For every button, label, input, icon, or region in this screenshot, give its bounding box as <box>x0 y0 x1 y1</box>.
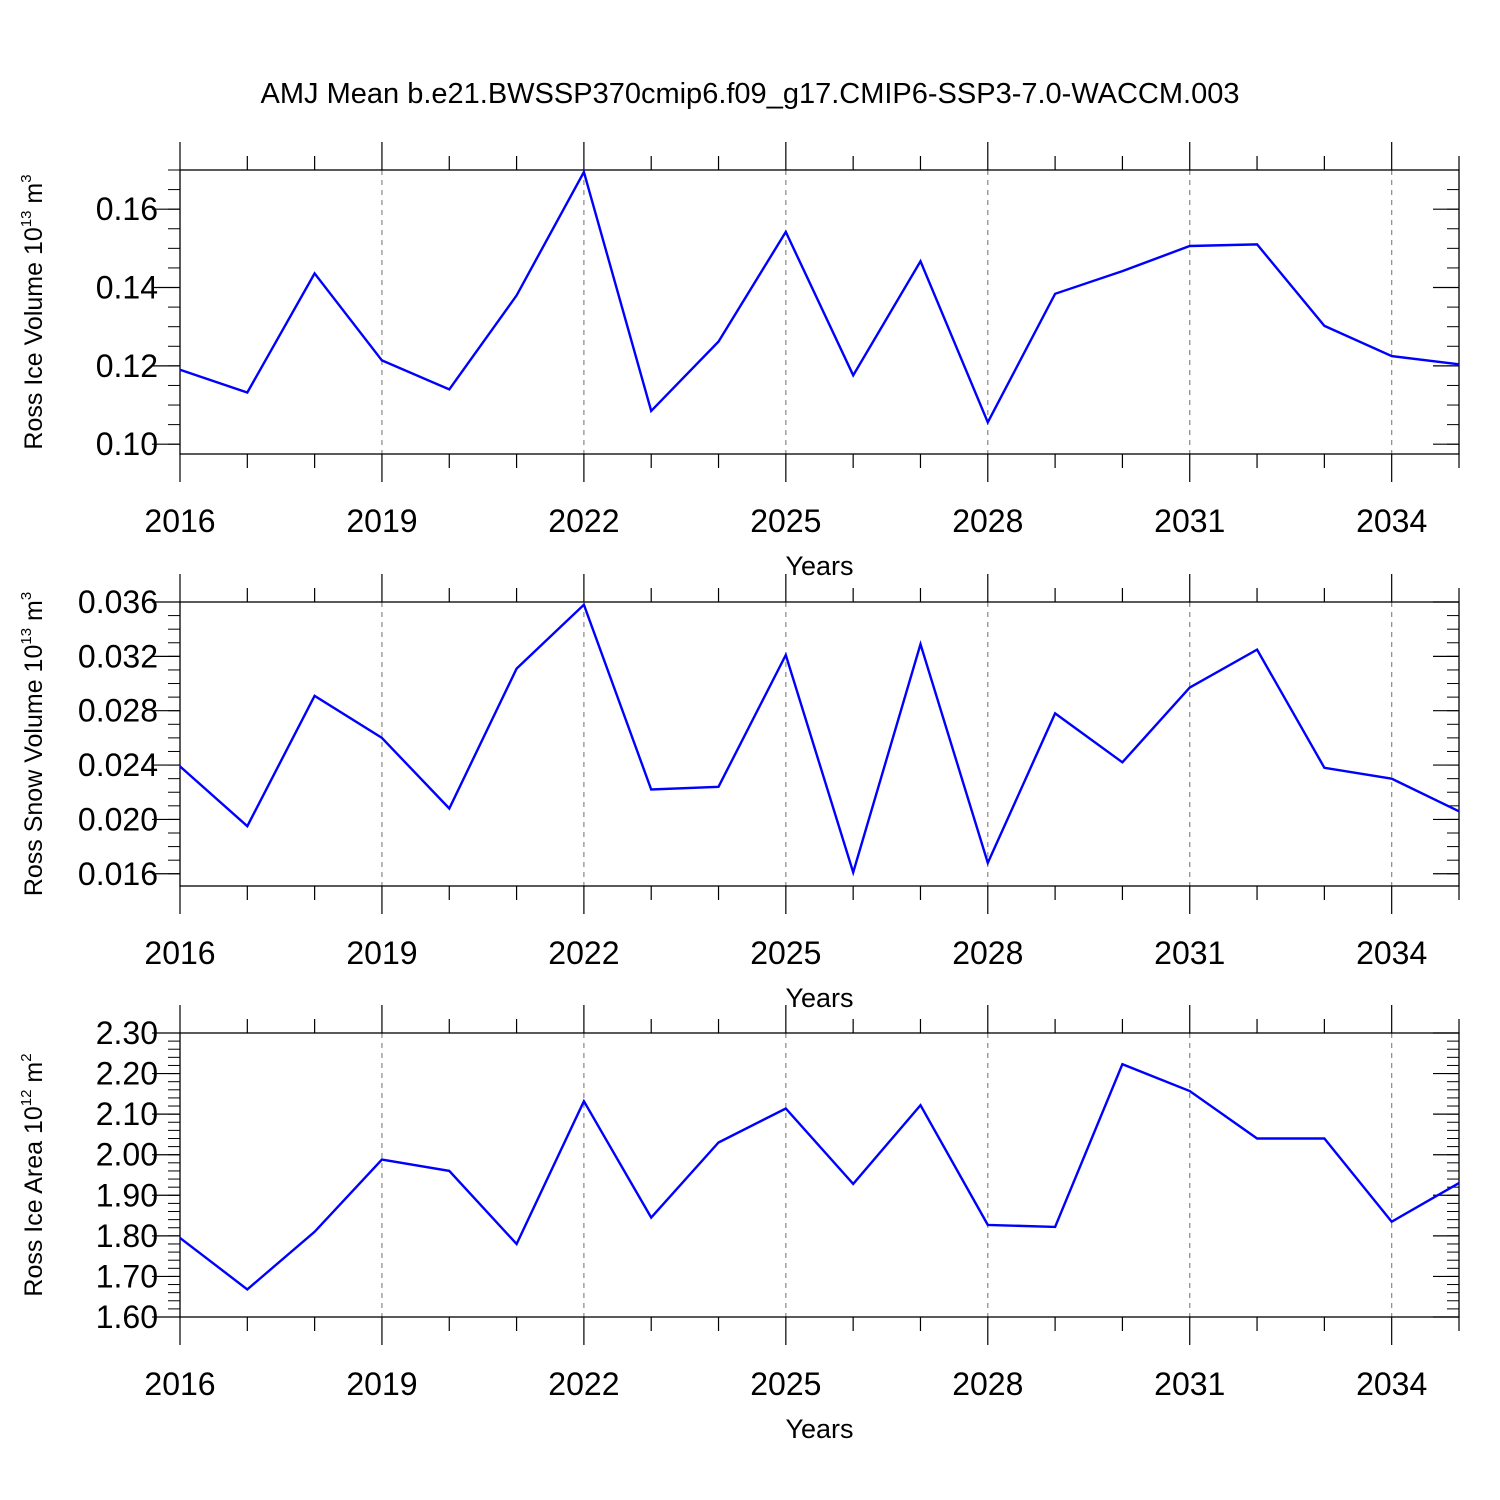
chart-title: AMJ Mean b.e21.BWSSP370cmip6.f09_g17.CMI… <box>260 78 1240 110</box>
y-tick-label: 1.90 <box>96 1177 158 1213</box>
x-tick-label: 2028 <box>952 1366 1023 1402</box>
panel-2: 0.016 0.020 0.024 0.028 0.032 0.036 2016 2019 20… <box>18 574 1460 1013</box>
y-tick-label: 2.10 <box>96 1096 158 1132</box>
y-axis-label-unit: m <box>20 1062 48 1090</box>
x-axis-label: Years <box>785 983 853 1013</box>
y-tick-label: 0.020 <box>78 801 158 837</box>
y-tick-label: 0.024 <box>78 747 158 783</box>
y-tick-label: 2.30 <box>96 1015 158 1051</box>
series-line <box>179 168 1460 426</box>
x-tick-label: 2034 <box>1356 935 1427 971</box>
series-line <box>179 602 1460 877</box>
y-tick-label: 0.036 <box>78 584 158 620</box>
y-axis-label-unit: m <box>20 183 48 211</box>
y-tick-label: 2.20 <box>96 1056 158 1092</box>
y-tick-label: 0.14 <box>96 270 158 306</box>
x-tick-label: 2022 <box>548 935 619 971</box>
y-tick-label: 1.60 <box>96 1299 158 1335</box>
x-tick-label: 2016 <box>144 1366 215 1402</box>
x-tick-label: 2025 <box>750 503 821 539</box>
y-tick-label: 2.00 <box>96 1137 158 1173</box>
x-tick-label: 2031 <box>1154 1366 1225 1402</box>
panel-1: 0.10 0.12 0.14 0.16 2016 2019 2022 2025 2028 2031… <box>18 142 1460 581</box>
y-tick-label: 0.16 <box>96 191 158 227</box>
plot-frame <box>179 1032 1460 1318</box>
x-tick-label: 2019 <box>346 935 417 971</box>
y-axis-label-unit-exponent: 3 <box>18 592 35 600</box>
panel-3: 1.60 1.70 1.80 1.90 2.00 2.10 2.20 2.30 2016 2019… <box>18 1005 1460 1444</box>
x-tick-label: 2016 <box>144 503 215 539</box>
plot-frame <box>179 169 1460 455</box>
y-axis-label-exponent: 12 <box>18 1090 35 1107</box>
y-tick-label: 0.032 <box>78 638 158 674</box>
y-axis-label-unit: m <box>20 600 48 628</box>
y-axis-label-text: Ross Snow Volume 10 <box>20 645 48 897</box>
series-line <box>179 1062 1460 1291</box>
y-axis-label-text: Ross Ice Volume 10 <box>20 227 48 449</box>
y-tick-label: 1.80 <box>96 1218 158 1254</box>
y-axis-label-exponent: 13 <box>18 211 35 228</box>
x-tick-label: 2022 <box>548 503 619 539</box>
x-axis-label: Years <box>785 1414 853 1444</box>
x-tick-label: 2019 <box>346 503 417 539</box>
x-tick-label: 2016 <box>144 935 215 971</box>
x-tick-label: 2034 <box>1356 503 1427 539</box>
x-tick-label: 2028 <box>952 503 1023 539</box>
plot-frame <box>179 601 1460 887</box>
y-axis-label-unit-exponent: 3 <box>18 174 35 182</box>
y-axis-label: Ross Ice Area 1012 m2 <box>18 1053 48 1296</box>
y-axis-label-unit-exponent: 2 <box>18 1053 35 1061</box>
y-tick-label: 0.016 <box>78 856 158 892</box>
y-tick-label: 0.028 <box>78 693 158 729</box>
x-tick-label: 2022 <box>548 1366 619 1402</box>
y-axis-label: Ross Snow Volume 1013 m3 <box>18 592 48 896</box>
y-axis-label-text: Ross Ice Area 10 <box>20 1106 48 1296</box>
y-axis-label-exponent: 13 <box>18 628 35 645</box>
x-tick-label: 2031 <box>1154 935 1225 971</box>
x-tick-label: 2034 <box>1356 1366 1427 1402</box>
y-tick-label: 0.12 <box>96 348 158 384</box>
x-axis-label: Years <box>785 551 853 581</box>
x-tick-label: 2025 <box>750 1366 821 1402</box>
y-tick-label: 1.70 <box>96 1258 158 1294</box>
x-tick-label: 2031 <box>1154 503 1225 539</box>
x-tick-label: 2025 <box>750 935 821 971</box>
y-axis-label: Ross Ice Volume 1013 m3 <box>18 174 48 449</box>
x-tick-label: 2019 <box>346 1366 417 1402</box>
x-tick-label: 2028 <box>952 935 1023 971</box>
y-tick-label: 0.10 <box>96 426 158 462</box>
